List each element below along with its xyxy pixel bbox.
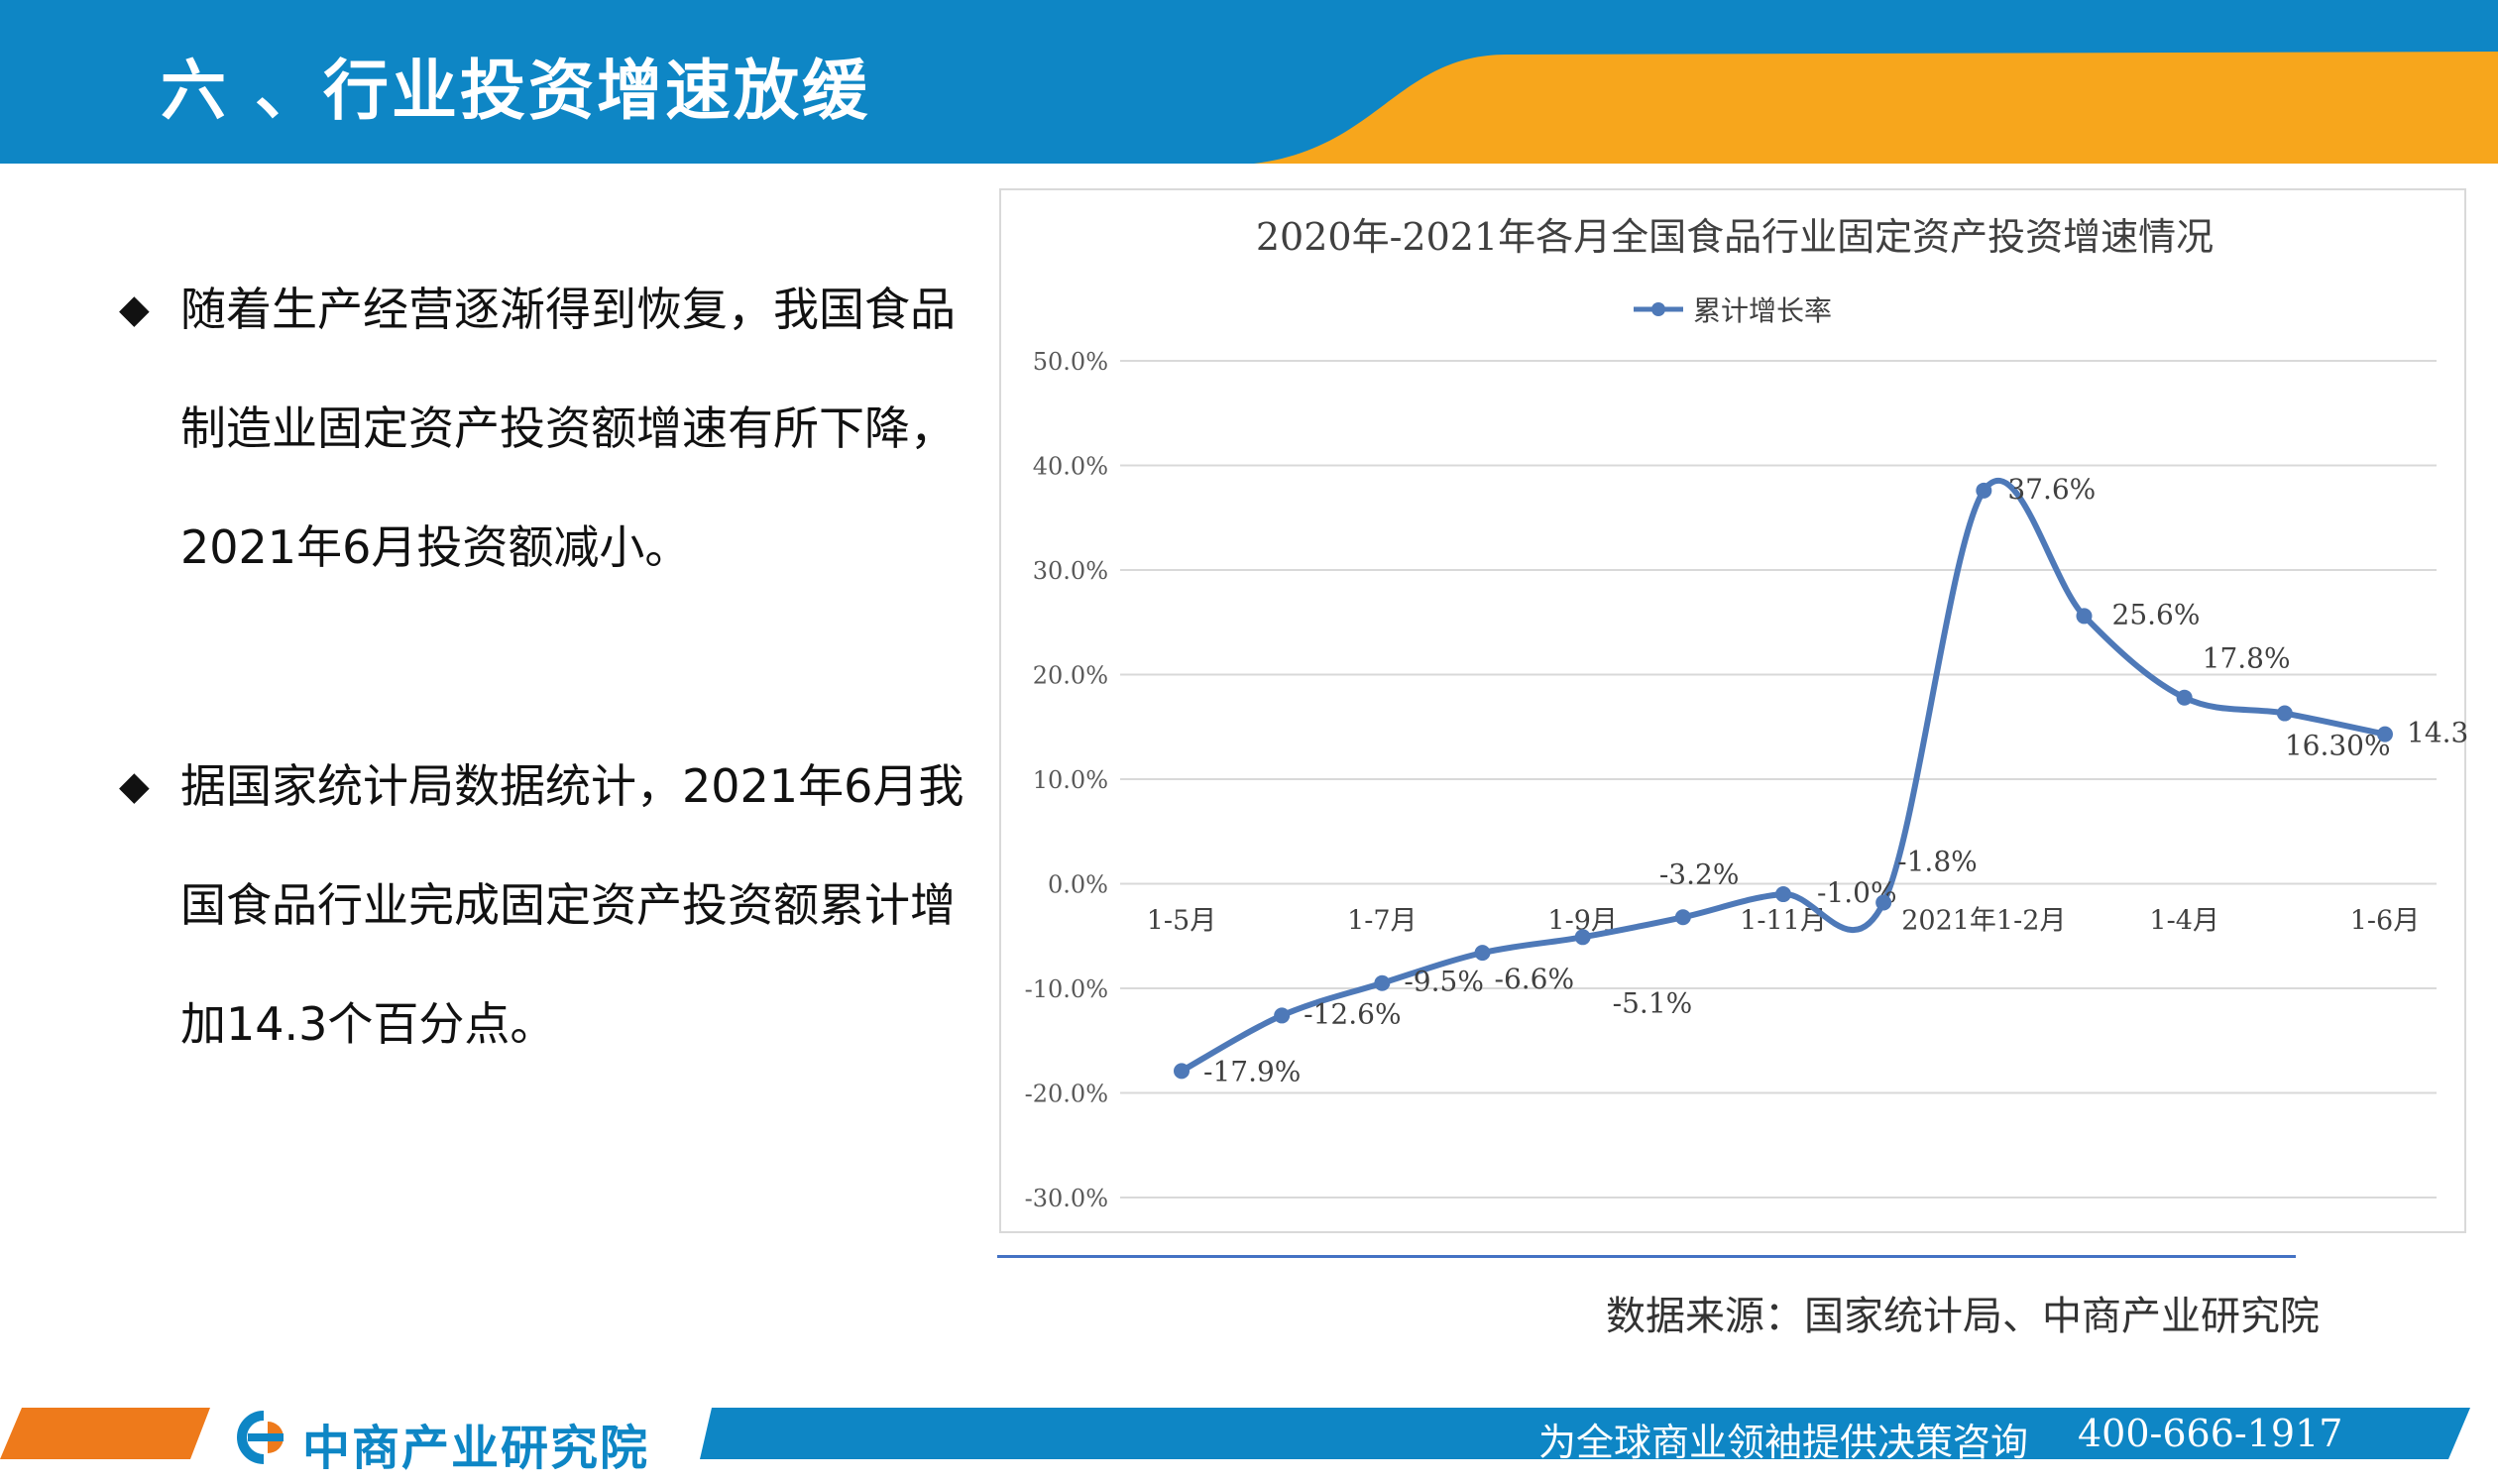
header-background xyxy=(0,0,2498,164)
page-title: 六 、行业投资增速放缓 xyxy=(161,53,870,129)
bullet-text: 据国家统计局数据统计，2021年6月我国食品行业完成固定资产投资额累计增加14.… xyxy=(180,759,965,1051)
y-tick-label: 30.0% xyxy=(1033,557,1108,585)
data-point xyxy=(1274,1007,1291,1024)
x-tick-label: 1-7月 xyxy=(1347,906,1417,937)
data-point xyxy=(1374,974,1391,991)
legend-marker xyxy=(1651,302,1665,316)
data-label: -6.6% xyxy=(1495,963,1575,995)
chart-title: 2020年-2021年各月全国食品行业固定资产投资增速情况 xyxy=(1256,215,2214,259)
data-label: -12.6% xyxy=(1304,997,1401,1030)
y-tick-label: 50.0% xyxy=(1033,348,1108,376)
data-point xyxy=(1174,1063,1190,1080)
chart-frame: 2020年-2021年各月全国食品行业固定资产投资增速情况累计增长率 50.0% 4… xyxy=(999,188,2468,1233)
data-label: 17.8% xyxy=(2203,642,2291,675)
footer-background xyxy=(0,1408,2470,1459)
bullet-text: 随着生产经营逐渐得到恢复，我国食品制造业固定资产投资额增速有所下降，2021年6… xyxy=(180,283,956,574)
data-point xyxy=(1875,894,1892,911)
bullet-point: ◆ 随着生产经营逐渐得到恢复，我国食品制造业固定资产投资额增速有所下降，2021… xyxy=(119,250,991,607)
source-divider xyxy=(997,1255,2296,1258)
data-point xyxy=(1775,886,1791,903)
data-label: 25.6% xyxy=(2112,598,2201,630)
diamond-bullet-icon: ◆ xyxy=(119,763,150,809)
data-label: -5.1% xyxy=(1613,986,1693,1019)
data-point xyxy=(1976,482,1992,499)
series-line xyxy=(1180,478,2386,1074)
bullet-point: ◆ 据国家统计局数据统计，2021年6月我国食品行业完成固定资产投资额累计增加1… xyxy=(119,727,991,1084)
y-tick-label: 0.0% xyxy=(1048,871,1108,899)
y-tick-label: 10.0% xyxy=(1033,766,1108,794)
y-tick-label: 20.0% xyxy=(1033,662,1108,690)
data-label: 16.30% xyxy=(2285,730,2391,762)
data-label: 14.30% xyxy=(2407,717,2468,749)
data-label: -17.9% xyxy=(1203,1055,1301,1087)
data-point xyxy=(2176,689,2193,706)
slogan: 为全球商业领袖提供决策咨询 xyxy=(1538,1421,2029,1464)
data-source: 数据来源：国家统计局、中商产业研究院 xyxy=(1606,1294,2320,1339)
y-tick-label: -30.0% xyxy=(1025,1185,1108,1212)
diamond-bullet-icon: ◆ xyxy=(119,286,150,332)
data-label: -1.8% xyxy=(1897,845,1978,877)
footer-bar xyxy=(0,1408,2498,1484)
data-point xyxy=(2076,608,2093,625)
y-tick-label: -20.0% xyxy=(1025,1081,1108,1108)
data-point xyxy=(2377,726,2393,742)
data-point xyxy=(1574,929,1591,946)
x-tick-label: 2021年1-2月 xyxy=(1901,906,2066,937)
x-tick-label: 1-6月 xyxy=(2350,906,2420,937)
brand-logo-icon xyxy=(237,1411,284,1464)
data-label: -3.2% xyxy=(1659,857,1740,890)
x-tick-label: 1-11月 xyxy=(1740,906,1827,937)
phone-number: 400-666-1917 xyxy=(2078,1412,2343,1455)
x-tick-label: 1-5月 xyxy=(1147,906,1216,937)
data-point xyxy=(1474,945,1491,962)
data-point xyxy=(2276,705,2293,722)
header-banner: 六 、行业投资增速放缓 xyxy=(0,0,2498,164)
brand-name: 中商产业研究院 xyxy=(302,1421,650,1476)
x-tick-label: 1-4月 xyxy=(2149,906,2218,937)
data-label: -9.5% xyxy=(1404,966,1484,998)
data-label: 37.6% xyxy=(2007,473,2096,506)
y-tick-label: 40.0% xyxy=(1033,453,1108,481)
data-point xyxy=(1674,909,1691,926)
y-tick-label: -10.0% xyxy=(1025,975,1108,1003)
legend-label: 累计增长率 xyxy=(1693,294,1832,327)
